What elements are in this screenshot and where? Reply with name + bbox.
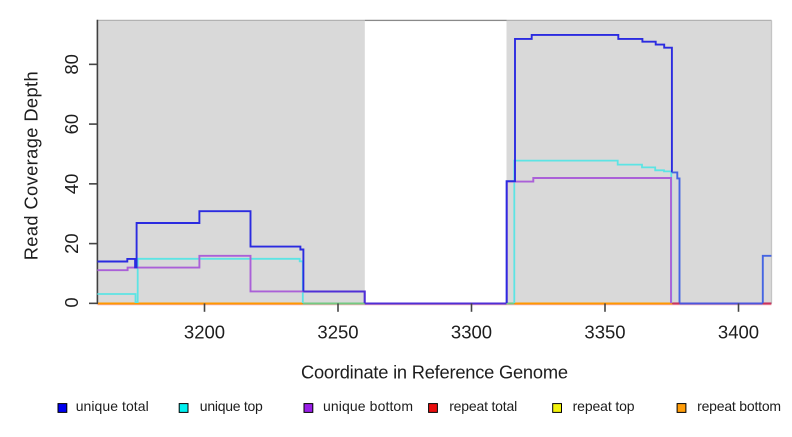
svg-text:Read Coverage Depth: Read Coverage Depth [21, 71, 42, 260]
svg-text:3400: 3400 [718, 322, 759, 343]
svg-text:repeat bottom: repeat bottom [697, 398, 781, 414]
svg-text:20: 20 [61, 233, 82, 254]
svg-text:repeat total: repeat total [449, 398, 517, 414]
svg-text:unique total: unique total [76, 398, 149, 414]
svg-text:80: 80 [61, 54, 82, 75]
svg-text:40: 40 [61, 174, 82, 195]
svg-text:3300: 3300 [451, 322, 492, 343]
svg-text:60: 60 [61, 114, 82, 135]
svg-text:repeat top: repeat top [573, 398, 635, 414]
svg-text:Coordinate in Reference Genome: Coordinate in Reference Genome [301, 361, 568, 382]
svg-text:0: 0 [61, 297, 82, 307]
svg-text:3200: 3200 [184, 322, 225, 343]
svg-text:3250: 3250 [317, 322, 358, 343]
svg-text:3350: 3350 [584, 322, 625, 343]
svg-text:unique bottom: unique bottom [323, 398, 413, 414]
svg-text:unique top: unique top [200, 398, 263, 414]
